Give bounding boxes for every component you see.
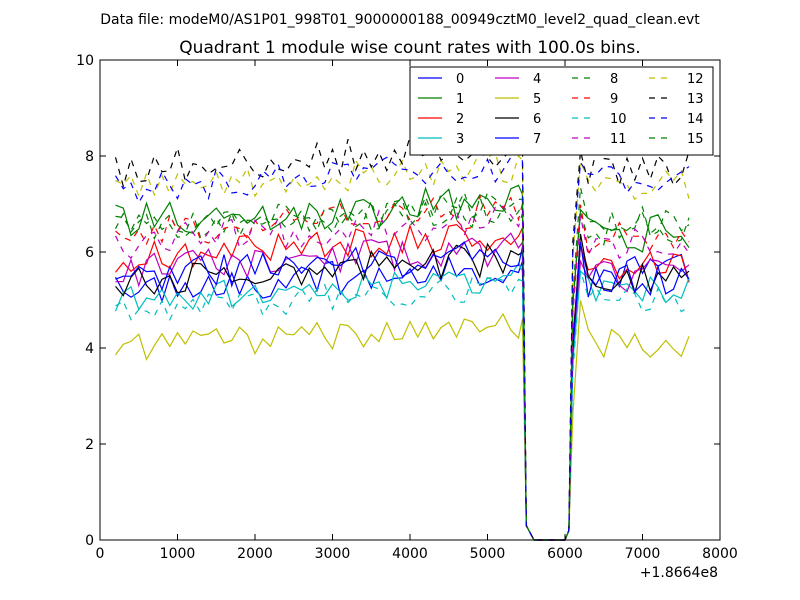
y-tick-label: 0 [85, 533, 94, 549]
legend-label-15: 15 [687, 132, 704, 147]
legend-label-1: 1 [456, 92, 464, 107]
legend-box [409, 66, 714, 156]
legend-label-11: 11 [610, 132, 627, 147]
x-tick-label: 6000 [547, 546, 583, 562]
legend-label-2: 2 [456, 112, 464, 127]
x-tick-label: 2000 [237, 546, 273, 562]
legend-label-0: 0 [456, 72, 464, 87]
x-tick-label: 1000 [160, 546, 196, 562]
series-line-8 [114, 187, 690, 541]
y-tick-label: 8 [85, 149, 94, 165]
x-tick-label: 3000 [315, 546, 351, 562]
x-tick-label: 7000 [625, 546, 661, 562]
legend-label-3: 3 [456, 132, 464, 147]
legend-label-4: 4 [533, 72, 541, 87]
series-line-7 [115, 241, 690, 541]
legend-label-6: 6 [533, 112, 541, 127]
legend-label-13: 13 [687, 92, 704, 107]
series-line-12 [115, 151, 690, 541]
x-tick-label: 8000 [702, 546, 738, 562]
legend-label-9: 9 [610, 92, 618, 107]
plot-lines [114, 134, 690, 541]
series-line-3 [114, 262, 690, 541]
series-line-11 [114, 205, 690, 541]
legend-label-8: 8 [610, 72, 618, 87]
series-line-9 [115, 193, 690, 541]
y-tick-label: 10 [76, 53, 94, 69]
series-line-15 [115, 194, 690, 541]
series-line-14 [114, 152, 690, 541]
x-tick-label: 0 [96, 546, 105, 562]
y-tick-label: 6 [85, 245, 94, 261]
series-line-4 [115, 232, 690, 541]
legend-label-10: 10 [610, 112, 627, 127]
x-tick-label: 4000 [392, 546, 428, 562]
series-line-5 [115, 300, 690, 541]
chart-suptitle: Data file: modeM0/AS1P01_998T01_90000001… [100, 12, 700, 28]
y-tick-label: 2 [85, 437, 94, 453]
y-tick-label: 4 [85, 341, 94, 357]
legend-label-5: 5 [533, 92, 541, 107]
chart-title: Quadrant 1 module wise count rates with … [179, 38, 640, 58]
x-offset-label: +1.8664e8 [640, 565, 718, 581]
series-line-1 [115, 184, 690, 541]
legend-label-12: 12 [687, 72, 704, 87]
series-line-6 [115, 233, 690, 541]
legend-label-7: 7 [533, 132, 541, 147]
x-tick-label: 5000 [470, 546, 506, 562]
legend-label-14: 14 [687, 112, 704, 127]
series-line-10 [115, 270, 690, 541]
